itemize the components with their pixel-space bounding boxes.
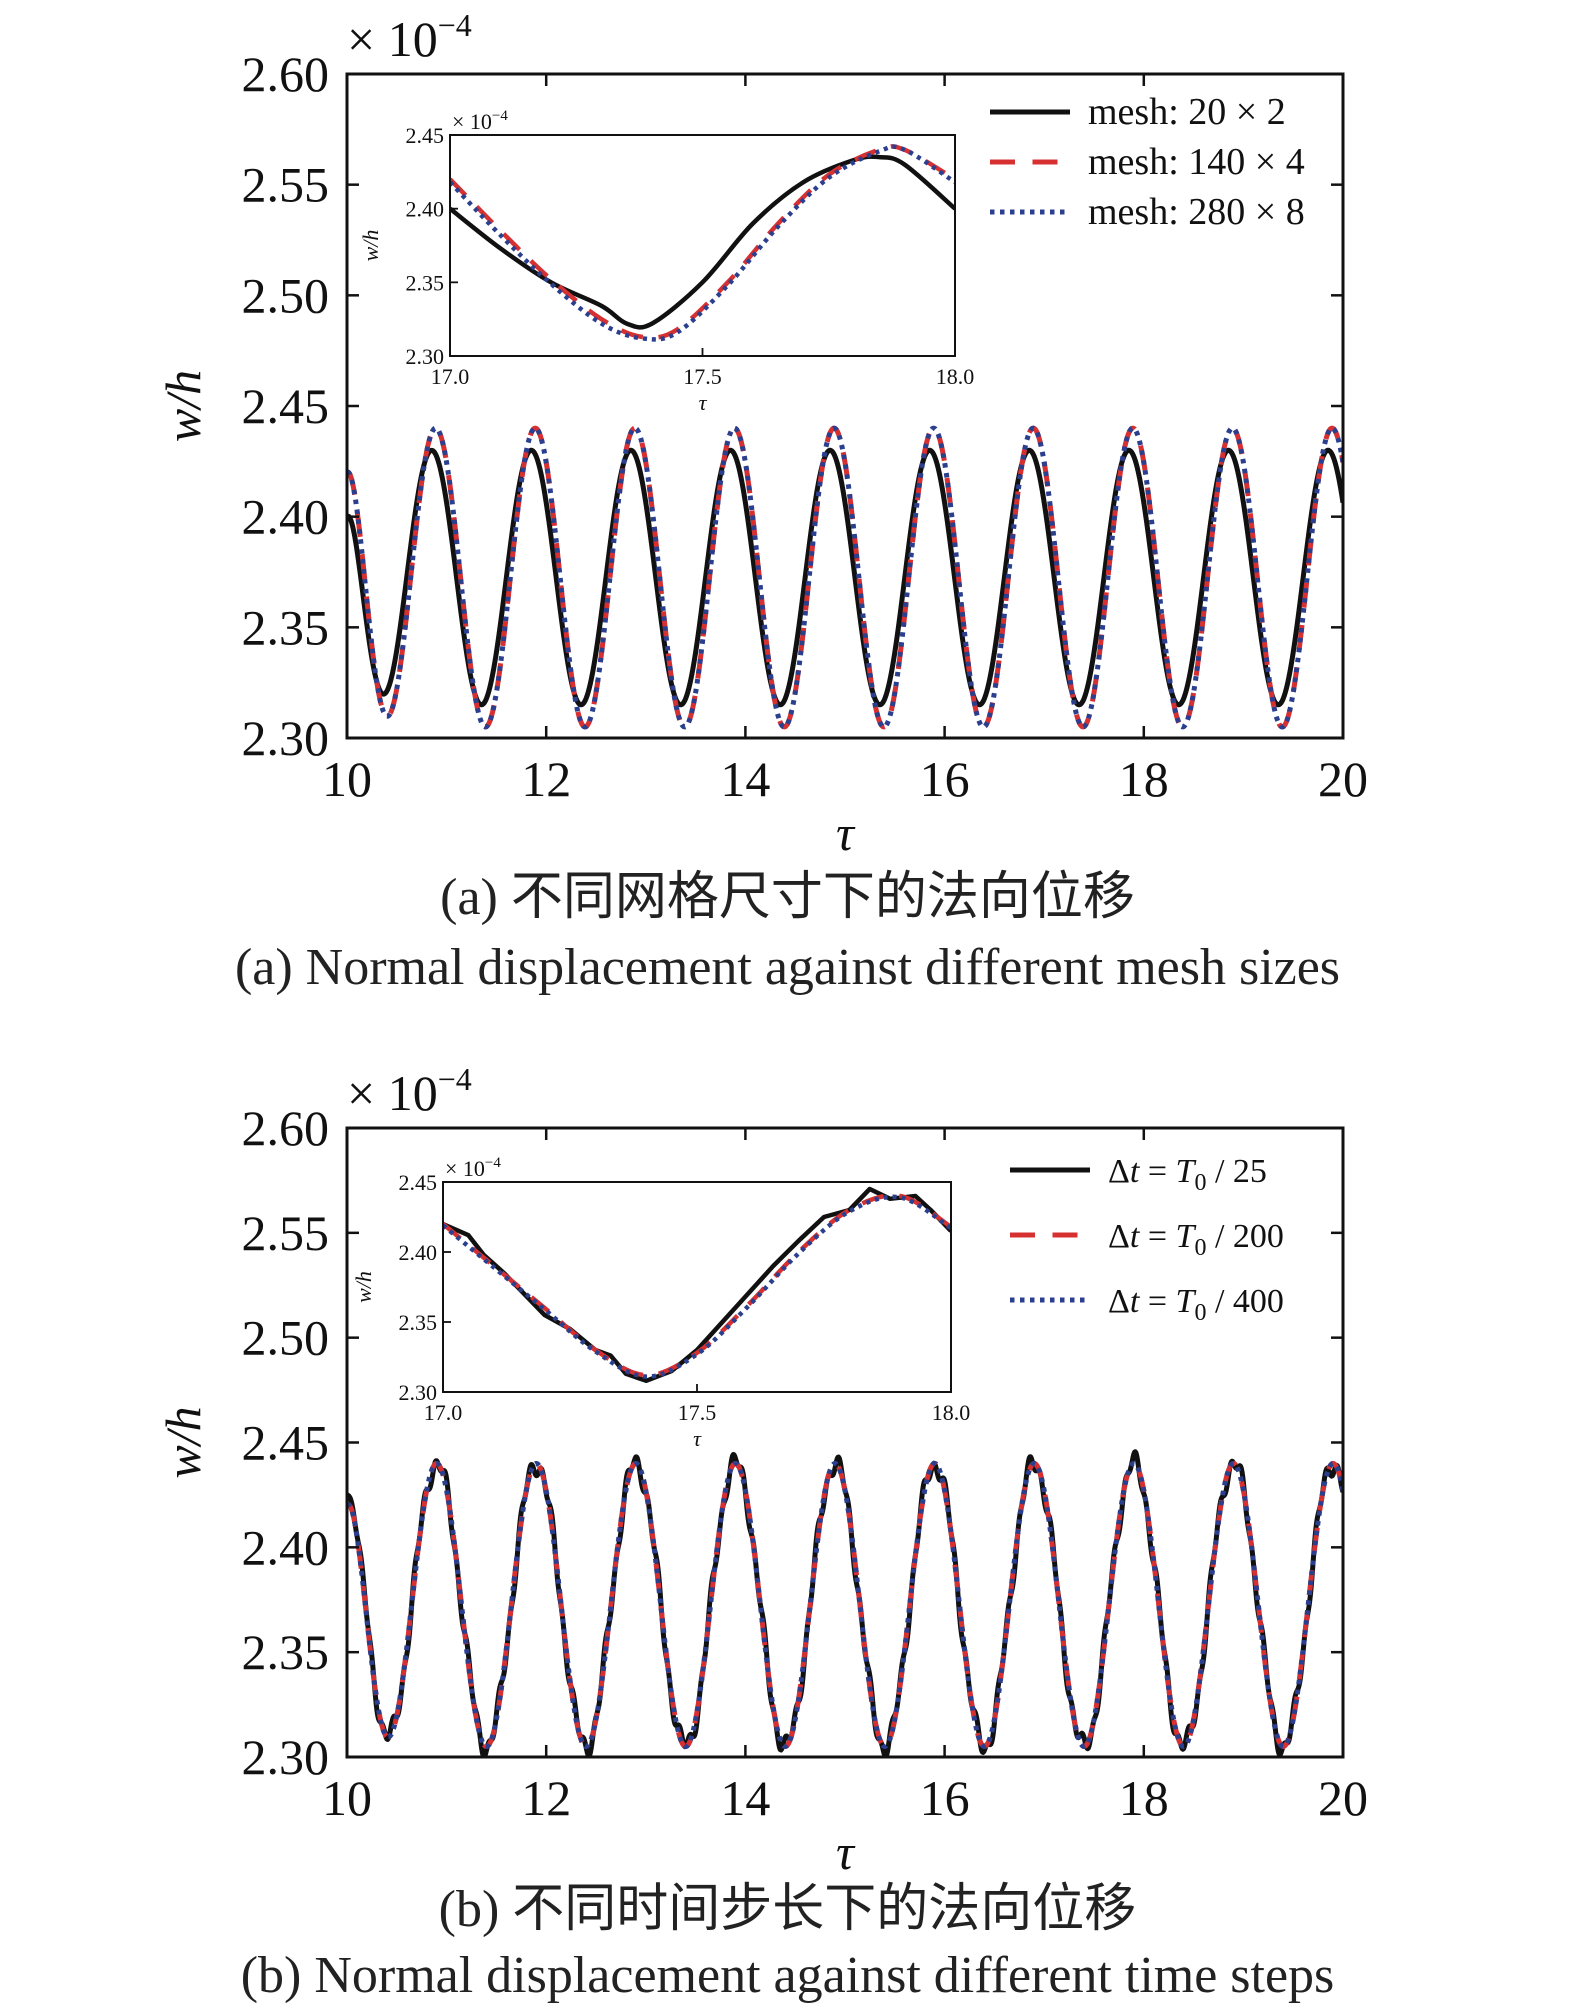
inset-y-tick-label: 2.30 [406,344,445,369]
inset-chart: 17.0 17.5 18.0 2.30 2.35 2.40 2.45 τ w/h × 10−4 [351,1155,970,1451]
x-tick-label: 20 [1318,1770,1368,1826]
inset-y-axis-label: w/h [351,1271,376,1303]
inset-series-line-1 [450,154,955,330]
y-tick-label: 2.40 [242,489,330,545]
y-tick-label: 2.45 [242,378,330,434]
inset-plot-area [450,144,955,342]
x-tick-label: 10 [322,1770,372,1826]
chart-panel-b: 10 12 14 16 18 20 2.30 2.35 2.40 2.45 2.50 2.55 2.60… [155,1061,1368,1880]
y-tick-label: 2.30 [242,710,330,766]
inset-chart: 17.0 17.5 18.0 2.30 2.35 2.40 2.45 τ w/h × 10−4 [358,108,974,415]
inset-x-tick-label: 18.0 [936,364,975,389]
x-tick-label: 12 [521,751,571,807]
caption-a-chinese: (a) 不同网格尺寸下的法向位移 [440,869,1135,926]
y-tick-label: 2.35 [242,1624,330,1680]
plot-area [347,425,1343,730]
inset-y-axis-label: w/h [358,230,383,262]
x-axis-label: τ [836,805,856,861]
x-tick-label: 18 [1119,1770,1169,1826]
x-tick-label: 14 [720,1770,770,1826]
x-tick-label: 16 [920,1770,970,1826]
inset-series-line-2 [443,1193,951,1378]
series-line-2 [347,425,1343,730]
inset-x-tick-label: 17.5 [683,364,722,389]
inset-background [443,1182,951,1392]
axis-multiplier: × 10−4 [347,7,472,67]
inset-y-tick-label: 2.40 [406,197,445,222]
x-axis-label: τ [836,1824,856,1880]
y-tick-label: 2.50 [242,1310,330,1366]
y-tick-label: 2.45 [242,1415,330,1471]
axis-multiplier: × 10−4 [347,1061,472,1121]
x-tick-label: 12 [521,1770,571,1826]
legend-label-2: mesh: 140 × 4 [1088,141,1305,183]
inset-x-axis-label: τ [699,390,708,415]
inset-x-axis-label: τ [693,1426,702,1451]
inset-x-tick-label: 17.0 [424,1400,463,1425]
inset-x-tick-label: 17.0 [431,364,470,389]
caption-b-chinese: (b) 不同时间步长下的法向位移 [438,1881,1137,1938]
legend-label-1: Δt = T0 / 25 [1108,1153,1267,1196]
inset-axis-multiplier: × 10−4 [452,108,508,134]
y-tick-label: 2.50 [242,267,330,323]
inset-x-tick-label: 17.5 [678,1400,717,1425]
x-tick-label: 18 [1119,751,1169,807]
legend-label-2: Δt = T0 / 200 [1108,1218,1284,1261]
inset-y-tick-label: 2.40 [399,1240,438,1265]
x-tick-label: 16 [920,751,970,807]
caption-b-english: (b) Normal displacement against differen… [240,1947,1335,2004]
caption-a-english: (a) Normal displacement against differen… [234,939,1341,996]
inset-axis-multiplier: × 10−4 [445,1155,501,1181]
inset-background [450,135,955,356]
inset-y-tick-label: 2.35 [406,270,445,295]
plot-area [347,1449,1343,1757]
inset-series-line-3 [450,144,955,342]
x-tick-label: 14 [720,751,770,807]
inset-y-tick-label: 2.45 [399,1170,438,1195]
y-axis-label: w/h [155,1406,211,1478]
x-tick-label: 10 [322,751,372,807]
y-tick-label: 2.60 [242,46,330,102]
inset-y-tick-label: 2.35 [399,1310,438,1335]
y-axis-label: w/h [155,370,211,442]
inset-y-tick-label: 2.30 [399,1380,438,1405]
inset-y-tick-label: 2.45 [406,123,445,148]
series-line-3 [347,1460,1343,1750]
y-tick-label: 2.60 [242,1100,330,1156]
y-tick-label: 2.35 [242,599,330,655]
legend-label-3: Δt = T0 / 400 [1108,1283,1284,1326]
x-tick-label: 20 [1318,751,1368,807]
y-tick-label: 2.30 [242,1729,330,1785]
legend-label-3: mesh: 280 × 8 [1088,191,1305,233]
series-line-1 [347,447,1343,708]
chart-panel-a: 10 12 14 16 18 20 2.30 2.35 2.40 2.45 2.50 2.55 2.60… [155,7,1368,861]
legend-label-1: mesh: 20 × 2 [1088,91,1286,133]
y-tick-label: 2.40 [242,1519,330,1575]
inset-plot-area [443,1186,951,1384]
inset-x-tick-label: 18.0 [932,1400,971,1425]
y-tick-label: 2.55 [242,157,330,213]
y-tick-label: 2.55 [242,1205,330,1261]
